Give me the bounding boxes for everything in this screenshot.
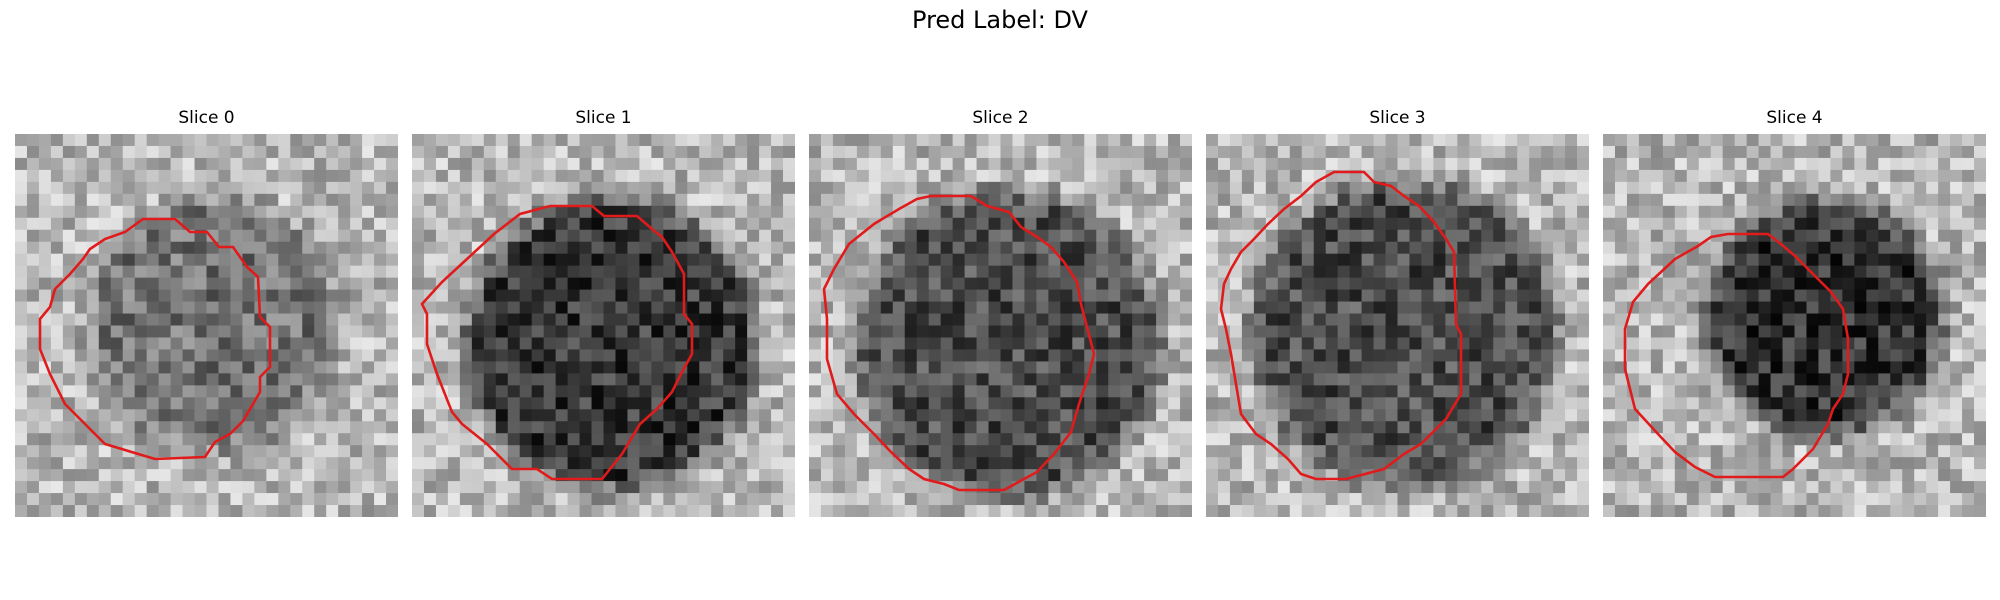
slice-image-2 [809,134,1192,517]
slice-title: Slice 0 [178,108,235,128]
segmentation-contour [1219,170,1463,481]
slice-title: Slice 2 [972,108,1029,128]
slice-image-4 [1603,134,1986,517]
slice-panel-4: Slice 4 [1603,108,1986,518]
slice-panel-0: Slice 0 [15,108,398,518]
slice-image-0 [15,134,398,517]
segmentation-contour [420,204,694,481]
slice-panel-1: Slice 1 [412,108,795,518]
slice-title: Slice 3 [1369,108,1426,128]
slice-panel-3: Slice 3 [1206,108,1589,518]
slice-panel-2: Slice 2 [809,108,1192,518]
slice-image-1 [412,134,795,517]
slice-title: Slice 1 [575,108,632,128]
slice-title: Slice 4 [1766,108,1823,128]
slice-image-3 [1206,134,1589,517]
segmentation-contour [38,217,272,461]
figure-title: Pred Label: DV [912,6,1088,34]
segmentation-contour [822,194,1096,492]
segmentation-contour [1623,232,1850,479]
